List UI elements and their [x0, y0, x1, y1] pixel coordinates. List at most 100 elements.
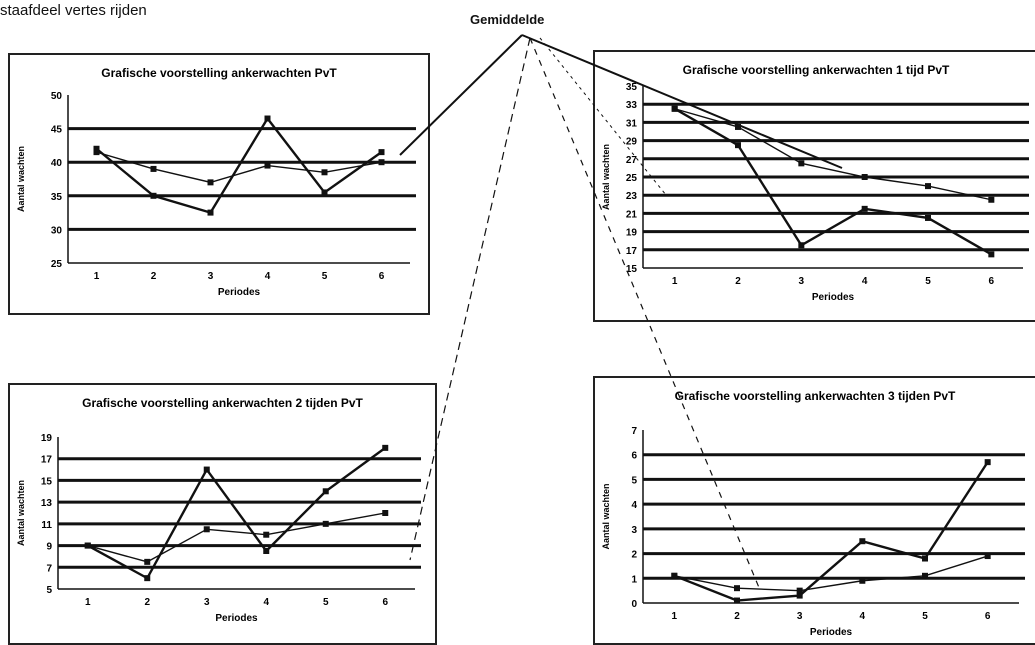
x-tick-label: 1	[94, 271, 100, 282]
data-point	[671, 572, 678, 579]
x-tick-label: 6	[379, 271, 385, 282]
x-axis-label: Periodes	[215, 613, 258, 624]
y-tick-label: 6	[631, 451, 637, 462]
data-point	[264, 115, 271, 122]
data-point	[796, 587, 803, 594]
y-tick-label: 5	[46, 585, 52, 596]
data-point	[671, 105, 678, 112]
data-point	[735, 123, 741, 130]
data-point	[263, 531, 270, 538]
x-tick-label: 1	[672, 276, 678, 287]
data-point	[203, 526, 210, 533]
x-axis-label: Periodes	[810, 627, 853, 638]
x-tick-label: 2	[735, 276, 741, 287]
series-line	[87, 446, 386, 580]
data-point	[203, 466, 210, 473]
chart-panel-2: Grafische voorstelling ankerwachten 1 ti…	[593, 50, 1035, 322]
y-tick-label: 15	[626, 264, 638, 275]
data-point	[798, 160, 805, 167]
y-tick-label: 19	[626, 228, 638, 239]
y-tick-label: 1	[631, 574, 637, 585]
data-point	[735, 142, 741, 149]
y-tick-label: 25	[51, 259, 63, 270]
chart-svg: Grafische voorstelling ankerwachten PvT 2…	[16, 66, 416, 298]
data-point	[378, 149, 385, 156]
series-line	[674, 555, 988, 592]
data-point	[321, 189, 328, 196]
x-tick-label: 3	[797, 611, 803, 622]
y-tick-label: 30	[51, 225, 63, 236]
y-axis-label: Aantal wachten	[16, 480, 26, 546]
data-point	[144, 558, 151, 565]
y-tick-label: 9	[46, 542, 52, 553]
x-tick-label: 1	[672, 611, 678, 622]
data-point	[84, 542, 91, 549]
chart-svg: Grafische voorstelling ankerwachten 2 ti…	[16, 396, 421, 624]
y-tick-label: 31	[626, 118, 638, 129]
x-tick-label: 6	[382, 597, 388, 608]
data-point	[798, 242, 805, 249]
x-tick-label: 5	[323, 597, 329, 608]
data-point	[321, 169, 328, 176]
y-tick-label: 23	[626, 191, 638, 202]
x-tick-label: 2	[734, 611, 740, 622]
data-point	[207, 179, 214, 186]
data-point	[150, 192, 157, 199]
x-axis-label: Periodes	[812, 292, 855, 303]
y-tick-label: 25	[626, 173, 638, 184]
y-tick-label: 40	[51, 158, 63, 169]
x-tick-label: 6	[989, 276, 995, 287]
y-tick-label: 21	[626, 209, 638, 220]
y-axis-label: Aantal wachten	[601, 144, 611, 210]
data-point	[922, 572, 928, 579]
y-tick-label: 3	[631, 525, 637, 536]
y-tick-label: 29	[626, 137, 638, 148]
data-point	[988, 196, 995, 203]
x-tick-label: 5	[322, 271, 328, 282]
x-tick-label: 3	[208, 271, 214, 282]
y-axis-label: Aantal wachten	[16, 146, 26, 212]
data-point	[861, 205, 868, 212]
y-tick-label: 4	[631, 500, 637, 511]
y-tick-label: 27	[626, 155, 638, 166]
x-tick-label: 4	[860, 611, 866, 622]
series-line	[96, 151, 382, 184]
y-tick-label: 35	[51, 192, 63, 203]
x-tick-label: 2	[151, 271, 157, 282]
x-axis-label: Periodes	[218, 287, 261, 298]
data-point	[922, 555, 928, 562]
chart-panel-3: Grafische voorstelling ankerwachten 2 ti…	[8, 383, 437, 645]
chart-title: Grafische voorstelling ankerwachten PvT	[101, 66, 337, 80]
chart-panel-4: Grafische voorstelling ankerwachten 3 ti…	[593, 376, 1035, 645]
data-point	[322, 488, 329, 495]
chart-svg: Grafische voorstelling ankerwachten 1 ti…	[601, 63, 1029, 303]
data-point	[859, 538, 866, 545]
x-tick-label: 6	[985, 611, 991, 622]
data-point	[859, 577, 866, 584]
y-tick-label: 11	[41, 520, 52, 531]
center-label: Gemiddelde	[470, 12, 545, 27]
x-tick-label: 1	[85, 597, 91, 608]
chart-panel-1: Grafische voorstelling ankerwachten PvT 2…	[8, 53, 430, 315]
data-point	[322, 520, 329, 527]
chart-svg: Grafische voorstelling ankerwachten 3 ti…	[601, 389, 1025, 638]
series-line	[95, 116, 383, 215]
x-tick-label: 5	[925, 276, 931, 287]
y-tick-label: 17	[626, 246, 638, 257]
data-point	[796, 592, 803, 599]
data-point	[925, 183, 931, 190]
data-point	[984, 553, 991, 560]
series-line	[673, 461, 989, 602]
chart-title: Grafische voorstelling ankerwachten 1 ti…	[683, 63, 950, 77]
y-tick-label: 35	[626, 82, 638, 93]
data-point	[263, 548, 270, 554]
x-tick-label: 4	[263, 597, 269, 608]
data-point	[150, 165, 157, 172]
y-tick-label: 33	[626, 100, 638, 111]
data-point	[861, 174, 868, 180]
y-tick-label: 5	[631, 475, 637, 486]
y-axis-label: Aantal wachten	[601, 483, 611, 549]
top-caption: staafdeel vertes rijden	[0, 2, 147, 19]
x-tick-label: 3	[799, 276, 805, 287]
x-tick-label: 4	[862, 276, 868, 287]
